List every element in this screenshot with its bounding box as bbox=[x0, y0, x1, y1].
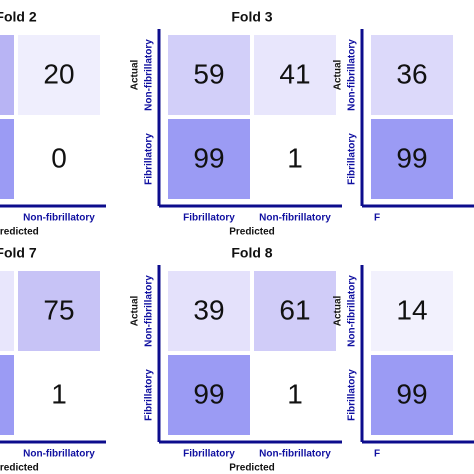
x-axis-label: Predicted bbox=[0, 463, 39, 474]
y-tick-label: Fibrillatory bbox=[144, 133, 155, 185]
matrix-cell bbox=[0, 355, 14, 435]
x-tick-label: Non-fibrillatory bbox=[259, 213, 331, 224]
matrix-cell bbox=[18, 119, 100, 199]
panel-title: Fold 3 bbox=[231, 9, 272, 25]
x-tick-label: F bbox=[374, 449, 380, 460]
y-tick-label: Non-fibrillatory bbox=[144, 275, 155, 347]
matrix-cell bbox=[457, 35, 474, 115]
x-tick-label: Fibrillatory bbox=[183, 449, 235, 460]
cell-value: 41 bbox=[279, 58, 310, 89]
cell-value: 99 bbox=[396, 378, 427, 409]
panel-title: Fold 2 bbox=[0, 9, 37, 25]
matrix-cell bbox=[18, 355, 100, 435]
panel-title: Fold 7 bbox=[0, 245, 37, 261]
x-tick-label: Non-fibrillatory bbox=[23, 213, 95, 224]
matrix-cell bbox=[0, 119, 14, 199]
cell-value: 1 bbox=[287, 378, 303, 409]
x-axis-label: Predicted bbox=[229, 227, 275, 238]
matrix-cell bbox=[168, 119, 250, 199]
x-axis-label: Predicted bbox=[229, 463, 275, 474]
matrix-cell bbox=[18, 35, 100, 115]
cell-value: 1 bbox=[287, 142, 303, 173]
cell-value: 61 bbox=[279, 294, 310, 325]
y-tick-label: Non-fibrillatory bbox=[144, 39, 155, 111]
cell-value: 99 bbox=[193, 378, 224, 409]
cell-value: 75 bbox=[43, 294, 74, 325]
x-tick-label: Non-fibrillatory bbox=[23, 449, 95, 460]
cell-value: 0 bbox=[51, 142, 67, 173]
matrix-cell bbox=[371, 271, 453, 351]
matrix-cell bbox=[371, 355, 453, 435]
y-tick-label: Fibrillatory bbox=[347, 369, 358, 421]
matrix-cell bbox=[254, 119, 336, 199]
y-tick-label: Non-fibrillatory bbox=[347, 275, 358, 347]
panel-title: Fold 8 bbox=[231, 245, 272, 261]
x-tick-label: F bbox=[374, 213, 380, 224]
cell-value: 59 bbox=[193, 58, 224, 89]
matrix-cell bbox=[254, 271, 336, 351]
matrix-cell bbox=[18, 271, 100, 351]
cell-value: 20 bbox=[43, 58, 74, 89]
y-axis-label: Actual bbox=[130, 59, 141, 90]
y-axis-label: Actual bbox=[333, 59, 344, 90]
x-tick-label: Fibrillatory bbox=[183, 213, 235, 224]
y-tick-label: Fibrillatory bbox=[347, 133, 358, 185]
x-tick-label: Non-fibrillatory bbox=[259, 449, 331, 460]
matrix-cell bbox=[457, 271, 474, 351]
x-axis-label: Predicted bbox=[0, 227, 39, 238]
matrix-cell bbox=[0, 271, 14, 351]
cell-value: 1 bbox=[51, 378, 67, 409]
matrix-cell bbox=[254, 35, 336, 115]
cell-value: 39 bbox=[193, 294, 224, 325]
matrix-cell bbox=[457, 119, 474, 199]
y-axis-label: Actual bbox=[333, 295, 344, 326]
cell-value: 99 bbox=[193, 142, 224, 173]
y-tick-label: Non-fibrillatory bbox=[347, 39, 358, 111]
matrix-cell bbox=[371, 35, 453, 115]
cell-value: 14 bbox=[396, 294, 427, 325]
matrix-cell bbox=[457, 355, 474, 435]
y-axis-label: Actual bbox=[130, 295, 141, 326]
matrix-cell bbox=[254, 355, 336, 435]
matrix-cell bbox=[168, 35, 250, 115]
cell-value: 99 bbox=[396, 142, 427, 173]
matrix-cell bbox=[168, 355, 250, 435]
matrix-cell bbox=[371, 119, 453, 199]
cell-value: 36 bbox=[396, 58, 427, 89]
y-tick-label: Fibrillatory bbox=[144, 369, 155, 421]
matrix-cell bbox=[168, 271, 250, 351]
matrix-cell bbox=[0, 35, 14, 115]
